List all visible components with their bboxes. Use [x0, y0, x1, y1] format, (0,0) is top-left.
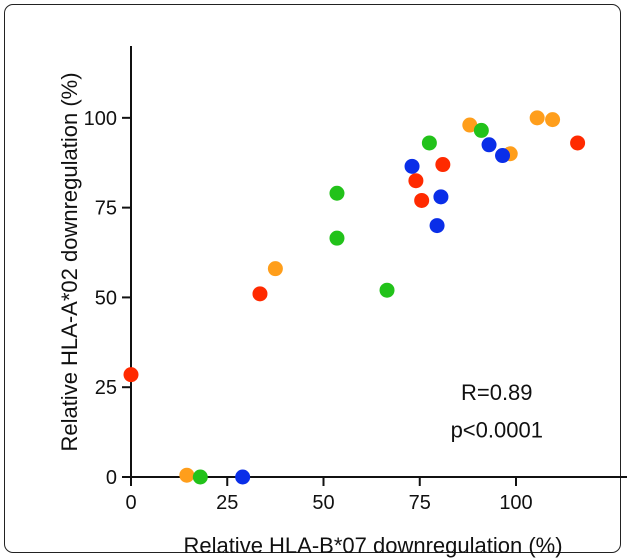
x-tick-label: 75 [409, 492, 431, 514]
x-tick-label: 100 [499, 492, 532, 514]
x-ticks: 0 25 50 75 100 [125, 477, 533, 514]
data-point-green [473, 122, 489, 138]
data-point-orange [529, 110, 545, 126]
data-point-red [252, 286, 268, 302]
x-tick-label: 25 [216, 492, 238, 514]
x-tick-label: 0 [125, 492, 136, 514]
y-axis-title: Relative HLA-A*02 downregulation (%) [57, 72, 82, 451]
data-point-red [414, 192, 430, 208]
correlation-annotation: R=0.89 [461, 380, 533, 405]
y-tick-label: 100 [84, 108, 117, 130]
data-point-blue [235, 469, 251, 485]
data-point-red [435, 157, 451, 173]
data-point-green [329, 185, 345, 201]
data-point-blue [429, 218, 445, 234]
x-axis-title: Relative HLA-B*07 downregulation (%) [183, 533, 562, 558]
y-tick-label: 25 [95, 377, 117, 399]
y-tick-label: 75 [95, 198, 117, 220]
y-ticks: 0 25 50 75 100 [84, 108, 131, 489]
data-point-red [408, 173, 424, 189]
data-points [123, 110, 586, 485]
data-point-blue [404, 158, 420, 174]
data-point-green [379, 282, 395, 298]
data-point-blue [481, 137, 497, 153]
data-point-green [329, 230, 345, 246]
data-point-orange [462, 117, 478, 133]
data-point-green [192, 469, 208, 485]
data-point-blue [433, 189, 449, 205]
data-point-green [421, 135, 437, 151]
chart-frame [4, 4, 621, 553]
data-point-orange [545, 112, 561, 128]
data-point-blue [495, 148, 511, 164]
data-point-orange [179, 467, 195, 483]
data-point-orange [267, 261, 283, 277]
p-value-annotation: p<0.0001 [451, 417, 543, 442]
axes [130, 46, 627, 478]
data-point-red [570, 135, 586, 151]
data-point-red [123, 367, 139, 383]
y-tick-label: 50 [95, 287, 117, 309]
x-tick-label: 50 [312, 492, 334, 514]
y-tick-label: 0 [106, 467, 117, 489]
